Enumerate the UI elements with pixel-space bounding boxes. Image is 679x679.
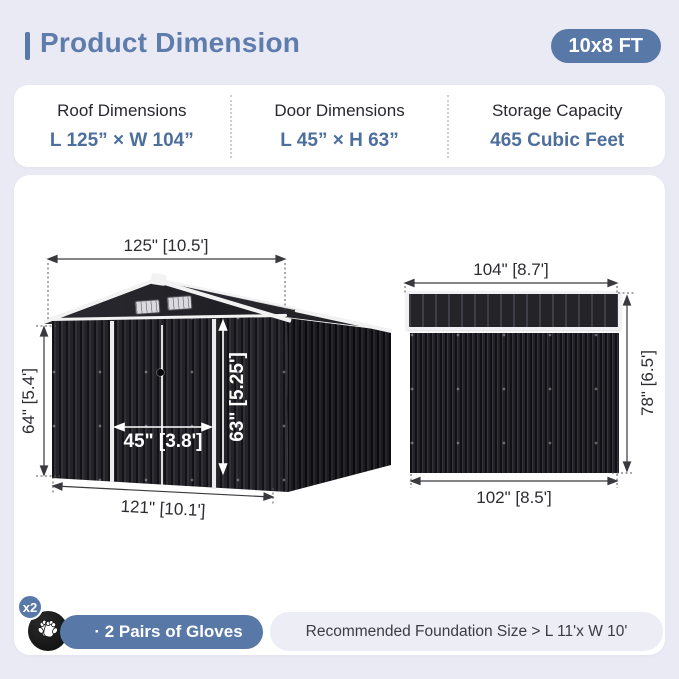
gloves-icon <box>37 619 58 638</box>
dim-base-width-label: 121" [10.1'] <box>120 496 206 521</box>
shed-front-wall <box>52 316 288 492</box>
stat-label: Roof Dimensions <box>57 100 187 120</box>
roof-panel <box>409 294 618 327</box>
door-handle <box>157 369 164 376</box>
dim-roof-depth-label: 104" [8.7'] <box>473 260 549 279</box>
shed-side-wall <box>287 318 391 492</box>
stat-value: L 45” × H 63” <box>280 129 399 151</box>
dim-door-width-label: 45" [3.8'] <box>123 431 203 452</box>
dim-door-height-label: 63" [5.25'] <box>227 352 248 442</box>
title-accent-bar <box>25 32 30 60</box>
quantity-badge: x2 <box>17 594 43 620</box>
door-trim-left <box>110 321 114 482</box>
dim-wall-height-label: 64" [5.4'] <box>19 368 38 434</box>
gable-vent-left <box>134 299 161 315</box>
dim-roof-width-label: 125" [10.5'] <box>123 236 209 255</box>
page-title: Product Dimension <box>40 27 301 58</box>
stats-card: Roof Dimensions L 125” × W 104” Door Dim… <box>14 85 665 167</box>
door-trim-right <box>212 319 216 489</box>
stat-value: 465 Cubic Feet <box>490 129 625 151</box>
dim-base-depth-label: 102" [8.5'] <box>476 488 552 507</box>
side-view-wall-screws <box>410 333 619 473</box>
dim-side-height-label: 78" [6.5'] <box>638 350 657 416</box>
foundation-note-pill: Recommended Foundation Size > L 11'x W 1… <box>270 612 663 651</box>
stat-storage-capacity: Storage Capacity 465 Cubic Feet <box>447 94 665 158</box>
stat-door-dimensions: Door Dimensions L 45” × H 63” <box>229 94 448 158</box>
gable-vent-right <box>166 295 193 311</box>
stat-value: L 125” × W 104” <box>49 129 194 151</box>
side-view-wall <box>410 333 619 473</box>
gloves-label-pill: · 2 Pairs of Gloves <box>60 615 263 649</box>
stat-label: Storage Capacity <box>491 100 623 120</box>
door-center-seam <box>161 325 163 485</box>
dimension-diagram-card: 125" [10.5'] 64" [5.4'] 45" [3.8'] 63" [… <box>14 175 665 655</box>
stat-roof-dimensions: Roof Dimensions L 125” × W 104” <box>14 95 230 158</box>
size-badge: 10x8 FT <box>550 29 661 63</box>
header: Product Dimension 10x8 FT <box>0 0 679 85</box>
stat-label: Door Dimensions <box>274 100 405 120</box>
ridge-cap <box>150 273 167 286</box>
shed-front-wall-screws <box>52 316 288 492</box>
